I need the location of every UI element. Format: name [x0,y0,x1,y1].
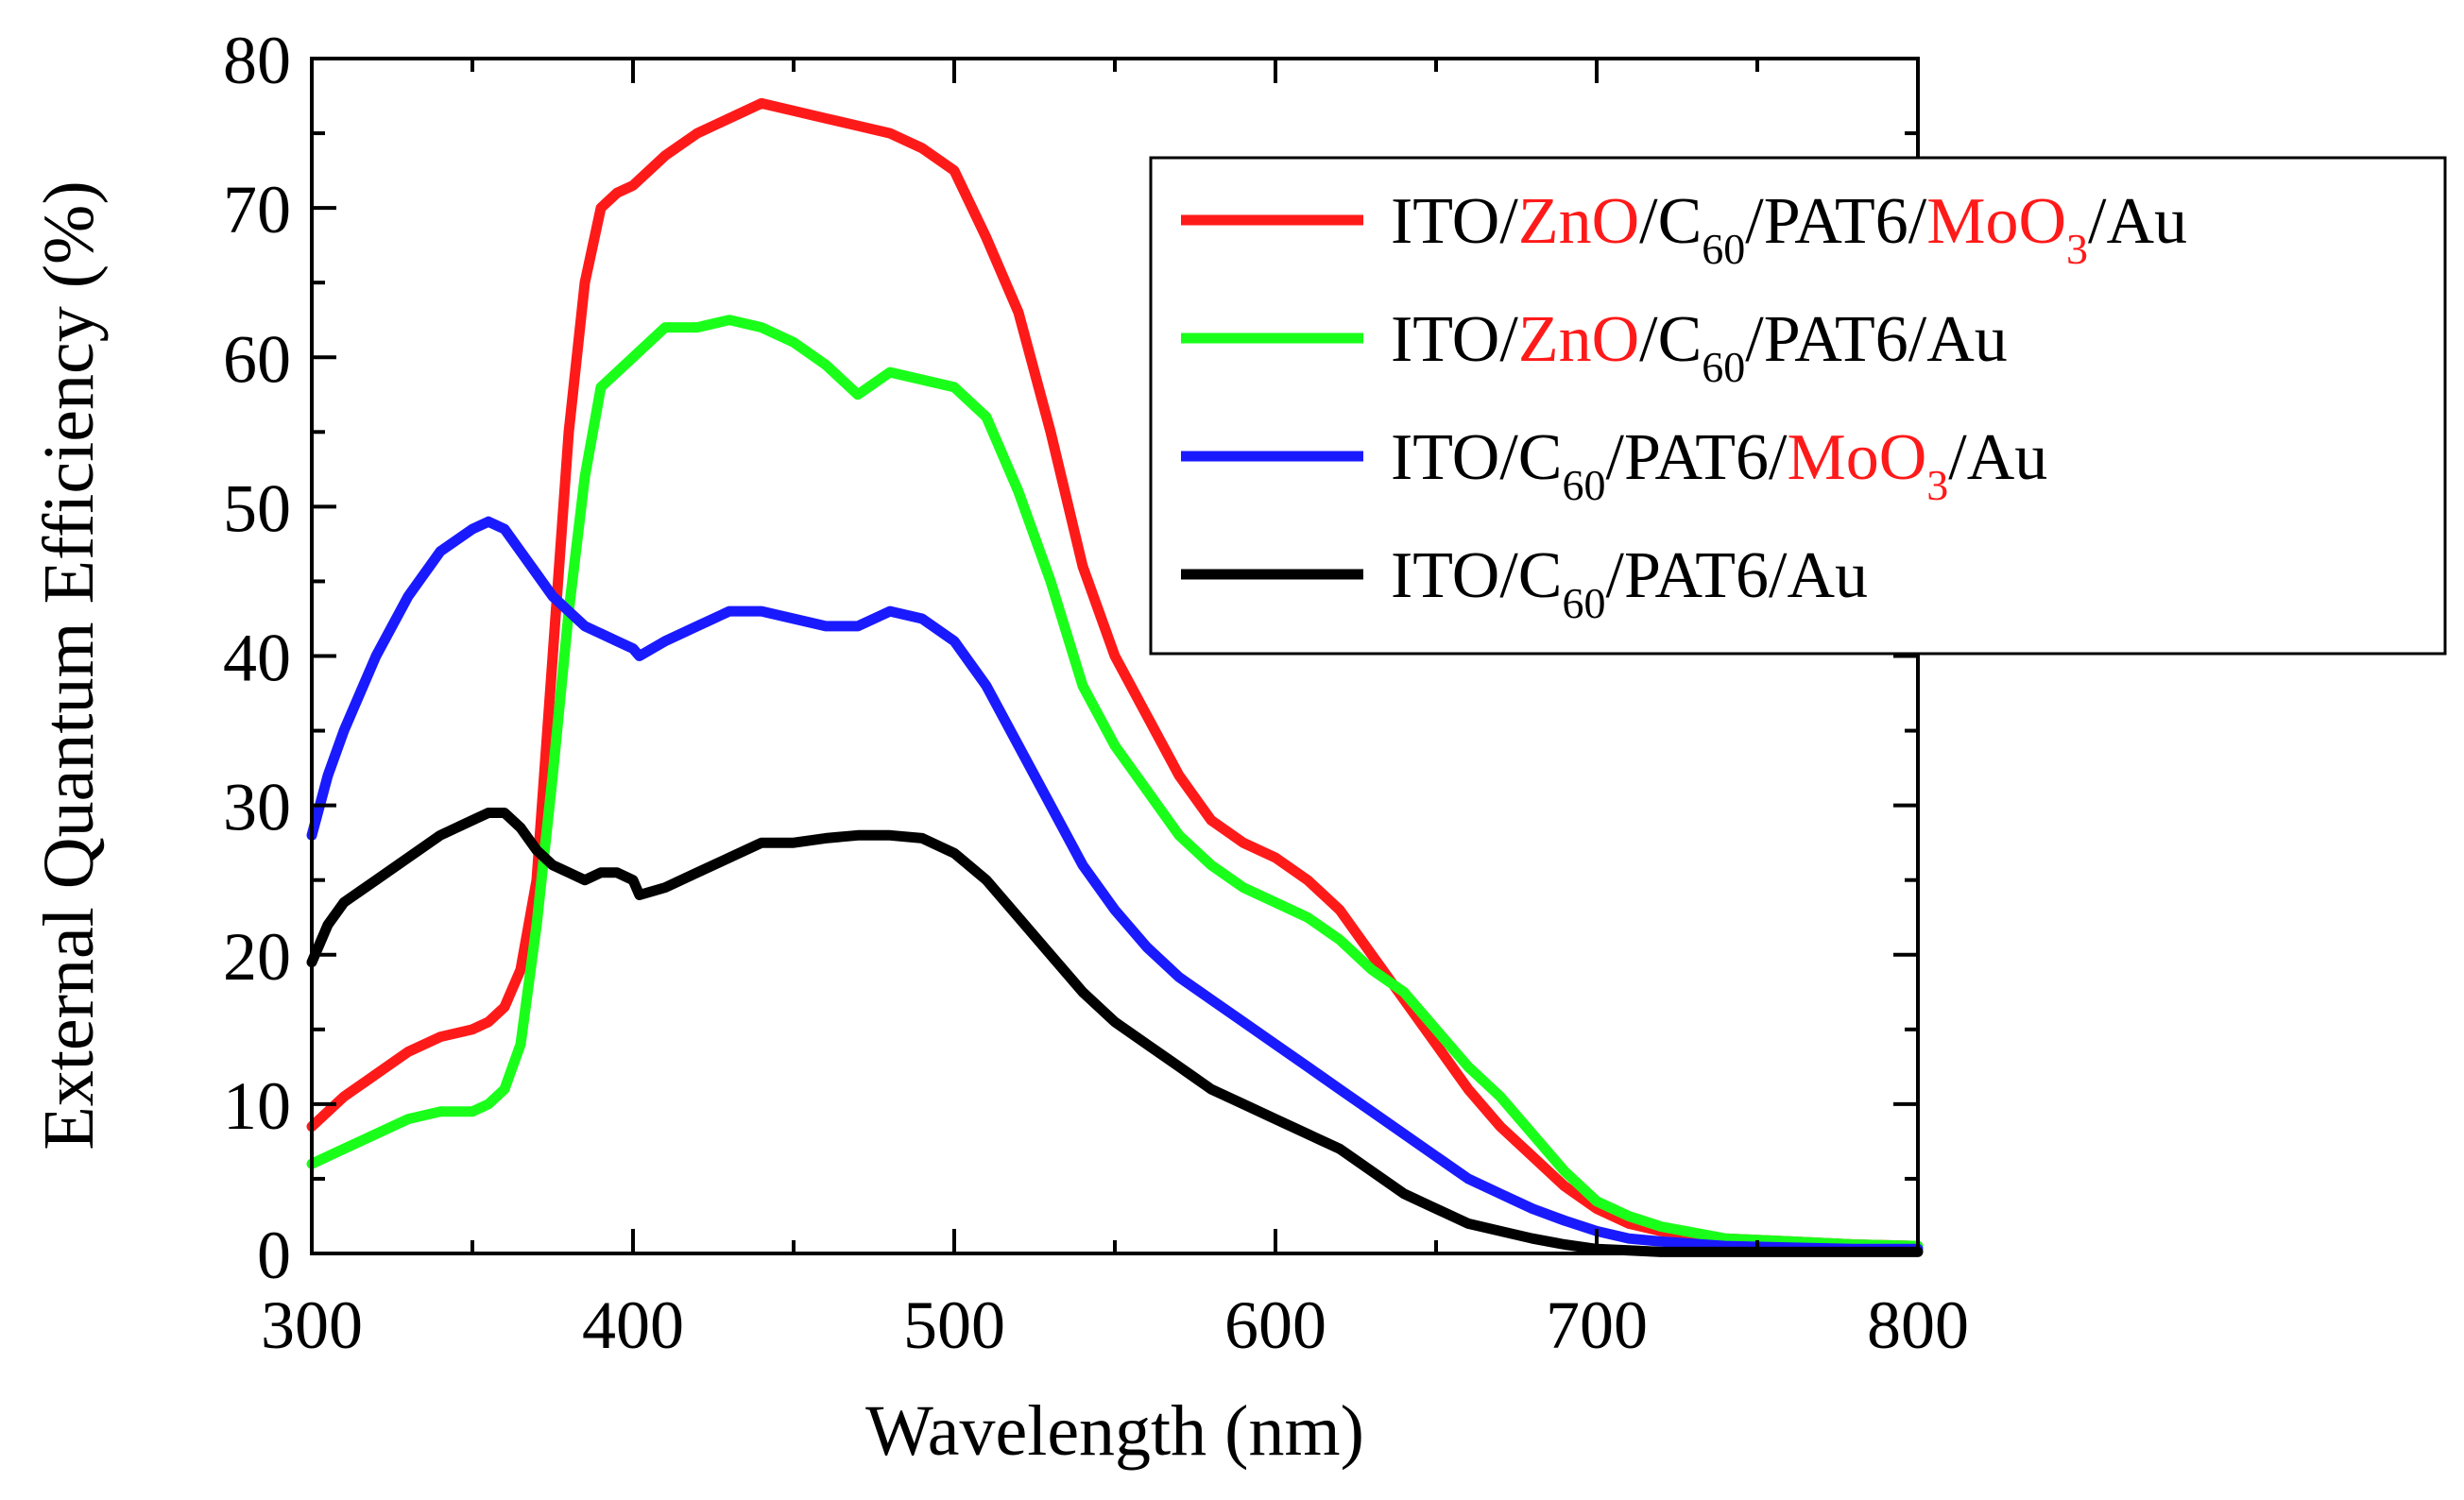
legend-label-part: ITO/C [1391,539,1563,612]
x-axis-title: Wavelength (nm) [865,1391,1364,1471]
tick-labels-layer: 300 400 500 600 700 800 0 10 20 30 40 50 60 70 80 [223,23,1969,1363]
legend-label-part: ITO/ [1391,303,1518,376]
legend-label-part: MoO [1926,185,2066,258]
legend-label-part: /PAT6/ [1745,185,1927,258]
x-tick-label: 300 [261,1287,363,1363]
legend-label-part: MoO [1787,421,1926,494]
legend: ITO/ZnO/C60/PAT6/MoO3/AuITO/ZnO/C60/PAT6… [1149,156,2447,656]
legend-label: ITO/C60/PAT6/MoO3/Au [1391,421,2047,509]
y-tick-label: 40 [223,621,291,696]
y-axis-title: External Quantum Efficiency (%) [29,180,109,1150]
legend-label-part: 60 [1702,343,1745,391]
x-tick-label: 700 [1546,1287,1648,1363]
series-line-4 [306,808,1924,1257]
legend-label-part: ZnO [1518,185,1639,258]
legend-label-part: ITO/ [1391,185,1518,258]
legend-label: ITO/C60/PAT6/Au [1391,539,1868,627]
legend-label-part: 60 [1563,579,1606,627]
legend-label-part: 60 [1563,461,1606,509]
legend-label-part: 3 [1926,461,1948,509]
x-tick-label: 500 [903,1287,1005,1363]
y-tick-label: 70 [223,172,291,247]
ticks-layer [310,57,1920,1255]
legend-label-part: /C [1639,185,1702,258]
series-line-1 [306,97,1924,1252]
legend-label: ITO/ZnO/C60/PAT6/Au [1391,303,2008,391]
series-line-3 [306,516,1924,1254]
x-tick-label: 600 [1224,1287,1326,1363]
legend-label-part: /PAT6/Au [1745,303,2008,376]
y-tick-label: 30 [223,770,291,845]
legend-label-part: /Au [1948,421,2047,494]
x-tick-label: 400 [582,1287,684,1363]
legend-label-part: /Au [2088,185,2187,258]
legend-box [1149,156,2447,656]
legend-label-part: ZnO [1518,303,1639,376]
legend-label-part: /PAT6/Au [1606,539,1869,612]
series-layer [306,97,1924,1257]
y-tick-label: 80 [223,23,291,98]
series-line-2 [306,315,1924,1252]
y-tick-label: 50 [223,470,291,546]
legend-label: ITO/ZnO/C60/PAT6/MoO3/Au [1391,185,2187,273]
legend-label-part: /C [1639,303,1702,376]
y-tick-label: 10 [223,1068,291,1144]
legend-label-part: /PAT6/ [1606,421,1788,494]
y-tick-label: 0 [257,1218,291,1293]
x-tick-label: 800 [1867,1287,1969,1363]
legend-items: ITO/ZnO/C60/PAT6/MoO3/AuITO/ZnO/C60/PAT6… [1181,185,2187,627]
legend-label-part: 60 [1702,225,1745,273]
y-tick-label: 20 [223,919,291,995]
y-tick-label: 60 [223,321,291,397]
legend-label-part: ITO/C [1391,421,1563,494]
legend-label-part: 3 [2066,225,2088,273]
